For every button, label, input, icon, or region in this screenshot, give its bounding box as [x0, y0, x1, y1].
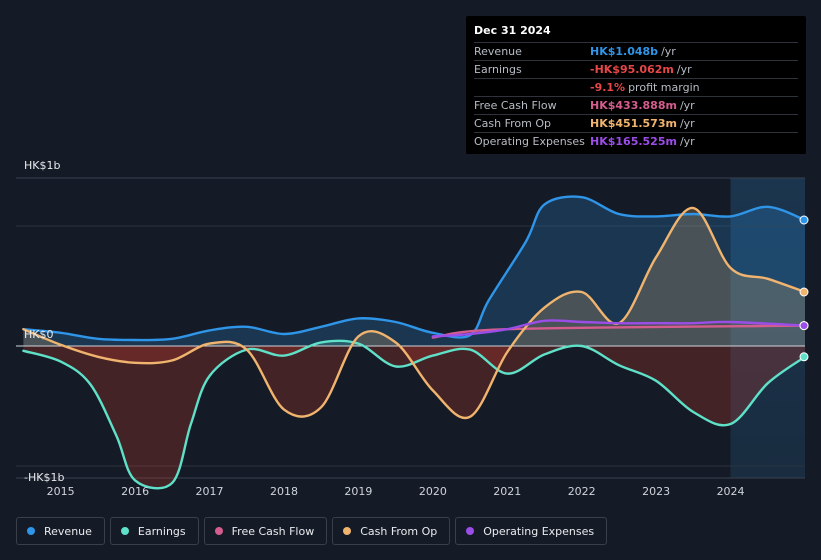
tooltip-row-unit: /yr	[679, 135, 695, 148]
tooltip-row-value: HK$1.048b	[590, 45, 659, 58]
tooltip-row: Cash From Op HK$451.573m/yr	[474, 115, 798, 133]
legend-dot-icon	[27, 527, 35, 535]
legend-item-cash-from-op[interactable]: Cash From Op	[332, 517, 451, 545]
tooltip-row-value: HK$433.888m	[590, 99, 677, 112]
tooltip-row-value: HK$451.573m	[590, 117, 677, 130]
y-axis-label: HK$1b	[24, 159, 60, 172]
tooltip-panel: Dec 31 2024 Revenue HK$1.048b/yr Earnings -…	[466, 16, 806, 154]
series-line-earnings	[22, 339, 807, 490]
x-tick-label: 2022	[568, 485, 596, 498]
tooltip-row-label: Cash From Op	[474, 117, 552, 130]
legend-dot-icon	[214, 527, 223, 535]
legend-dot-icon	[120, 527, 129, 535]
legend-item-earnings[interactable]: Earnings	[109, 517, 199, 545]
tooltip-row: Revenue HK$1.048b/yr	[474, 43, 798, 61]
legend-item-operating-expenses[interactable]: Operating Expenses	[455, 517, 608, 545]
tooltip-row: -9.1% profit margin	[474, 79, 798, 97]
series-line-operating-expenses	[431, 319, 807, 338]
x-tick-label: 2017	[196, 485, 224, 498]
y-axis-label: HK$0	[24, 328, 53, 341]
tooltip-row-value: HK$165.525m	[590, 135, 677, 148]
legend-dot-icon	[466, 527, 475, 535]
series-line-free-cash-flow	[431, 324, 807, 339]
legend-label: Cash From Op	[360, 524, 438, 538]
legend-label: Operating Expenses	[483, 524, 595, 538]
legend-item-free-cash-flow[interactable]: Free Cash Flow	[203, 517, 328, 545]
y-axis-label: -HK$1b	[24, 471, 64, 484]
tooltip-row-label: Free Cash Flow	[474, 99, 557, 112]
tooltip-row-value: -9.1%	[590, 81, 626, 94]
tooltip-row-unit: profit margin	[628, 81, 700, 94]
x-tick-label: 2019	[344, 485, 372, 498]
tooltip-row-unit: /yr	[676, 63, 692, 76]
series-end-dot-operating-expenses	[799, 321, 809, 331]
x-tick-label: 2023	[642, 485, 670, 498]
tooltip-row-label: Operating Expenses	[474, 135, 585, 148]
series-line-cash-from-op	[22, 206, 807, 420]
tooltip-row-value: -HK$95.062m	[590, 63, 674, 76]
legend-label: Free Cash Flow	[231, 524, 315, 538]
legend-dot-icon	[343, 527, 352, 535]
area-fill-cash-from-op	[23, 207, 805, 346]
tooltip-row-label: Earnings	[474, 63, 522, 76]
forecast-highlight	[730, 178, 805, 478]
area-fill-revenue	[23, 196, 805, 346]
x-tick-label: 2016	[121, 485, 149, 498]
x-tick-label: 2015	[47, 485, 75, 498]
legend-label: Earnings	[137, 524, 186, 538]
tooltip-row: Earnings -HK$95.062m/yr	[474, 61, 798, 79]
x-tick-label: 2020	[419, 485, 447, 498]
tooltip-row-unit: /yr	[679, 117, 695, 130]
legend-label: Revenue	[44, 524, 92, 538]
tooltip-row-unit: /yr	[679, 99, 695, 112]
series-end-dot-earnings	[799, 352, 809, 362]
tooltip-row-label: Revenue	[474, 45, 522, 58]
x-tick-label: 2021	[493, 485, 521, 498]
area-fill-negative-cash-from-op	[23, 346, 805, 419]
series-end-dot-cash-from-op	[799, 287, 809, 297]
legend: Revenue Earnings Free Cash Flow Cash From O…	[16, 517, 608, 545]
tooltip-row: Free Cash Flow HK$433.888m/yr	[474, 97, 798, 115]
x-tick-label: 2024	[717, 485, 745, 498]
series-line-revenue	[22, 195, 807, 342]
area-fill-negative-earnings	[23, 346, 805, 489]
tooltip-row-unit: /yr	[661, 45, 676, 58]
tooltip-row-label	[474, 79, 590, 96]
x-tick-label: 2018	[270, 485, 298, 498]
tooltip-row: Operating Expenses HK$165.525m/yr	[474, 133, 798, 150]
legend-item-revenue[interactable]: Revenue	[16, 517, 105, 545]
series-end-dot-revenue	[799, 215, 809, 225]
tooltip-date: Dec 31 2024	[474, 24, 798, 43]
